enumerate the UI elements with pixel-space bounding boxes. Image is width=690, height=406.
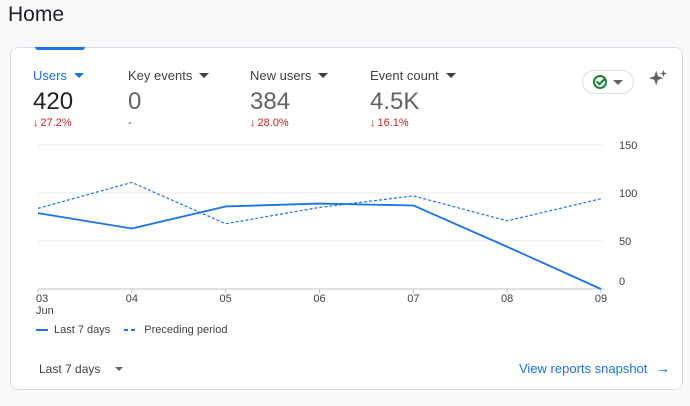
metric-new-users[interactable]: New users 384 ↓ 28.0% (250, 68, 329, 129)
arrow-down-icon: ↓ (33, 116, 39, 129)
metric-users-header[interactable]: Users (33, 68, 84, 83)
metric-event-count-header[interactable]: Event count (370, 68, 456, 83)
chevron-down-icon (73, 73, 84, 78)
x-tick-label: 04 (126, 293, 138, 305)
metric-event-count-change-value: 16.1% (377, 117, 409, 129)
metric-key-events-header[interactable]: Key events (128, 68, 210, 83)
chevron-down-icon (445, 73, 456, 78)
legend-solid-line-icon (36, 329, 48, 331)
metric-new-users-change: ↓ 28.0% (250, 117, 328, 129)
legend-previous-label: Preceding period (144, 324, 228, 336)
chart-legend: Last 7 days Preceding period (36, 324, 227, 336)
metric-users[interactable]: Users 420 ↓ 27.2% (33, 68, 84, 129)
chevron-down-icon (115, 367, 124, 371)
x-tick-label: 05 (220, 293, 232, 305)
x-tick-label: 08 (501, 293, 513, 305)
chevron-down-icon (318, 73, 329, 78)
y-tick-label: 150 (619, 140, 637, 152)
x-tick-label: 06 (313, 293, 325, 305)
chevron-down-icon (613, 79, 623, 85)
metric-new-users-header[interactable]: New users (250, 68, 329, 83)
users-line-chart: 150 100 50 0 03 04 05 06 07 08 09 Jun (36, 140, 637, 317)
sparkle-icon[interactable] (647, 68, 669, 90)
series-preceding-period-line (37, 181, 602, 225)
chevron-down-icon (199, 73, 210, 78)
metric-users-change-value: 27.2% (40, 117, 72, 129)
arrow-down-icon: ↓ (370, 116, 376, 129)
view-reports-snapshot-label: View reports snapshot (519, 361, 648, 376)
arrow-down-icon: ↓ (250, 116, 256, 129)
active-tab-indicator (35, 47, 85, 50)
arrow-right-icon: → (655, 359, 671, 377)
metric-event-count-value: 4.5K (370, 88, 420, 115)
metric-new-users-change-value: 28.0% (257, 117, 289, 129)
metric-key-events-change-value: - (128, 117, 132, 129)
metric-key-events-value: 0 (128, 88, 142, 115)
legend-current-label: Last 7 days (54, 324, 111, 336)
metric-new-users-label: New users (250, 68, 312, 83)
y-tick-label: 0 (619, 276, 625, 288)
compare-status-button[interactable] (582, 70, 634, 94)
metric-event-count-change: ↓ 16.1% (370, 117, 456, 129)
legend-dashed-line-icon (124, 329, 139, 331)
x-sublabel: Jun (36, 305, 54, 317)
x-tick-label: 03 (36, 293, 48, 305)
y-tick-label: 50 (619, 236, 631, 248)
y-tick-label: 100 (619, 188, 637, 200)
check-circle-icon (593, 75, 607, 89)
date-range-label: Last 7 days (39, 362, 101, 376)
metric-key-events[interactable]: Key events 0 - (128, 68, 210, 129)
x-tick-label: 07 (407, 293, 419, 305)
metric-users-value: 420 (33, 88, 74, 115)
x-tick-label: 09 (595, 293, 607, 305)
metric-users-label: Users (33, 68, 67, 83)
view-reports-snapshot-link[interactable]: View reports snapshot → (519, 359, 671, 377)
metric-key-events-label: Key events (128, 68, 193, 83)
metric-users-change: ↓ 27.2% (33, 117, 84, 129)
metric-event-count[interactable]: Event count 4.5K ↓ 16.1% (370, 68, 456, 129)
overview-card: Users 420 ↓ 27.2% Key events 0 - New use… (10, 47, 683, 390)
date-range-select[interactable]: Last 7 days (39, 362, 124, 376)
metric-key-events-change: - (128, 117, 209, 129)
page-title: Home (8, 3, 65, 26)
metric-event-count-label: Event count (370, 68, 439, 83)
series-last-7-days-line (37, 202, 602, 290)
metric-new-users-value: 384 (250, 88, 291, 115)
